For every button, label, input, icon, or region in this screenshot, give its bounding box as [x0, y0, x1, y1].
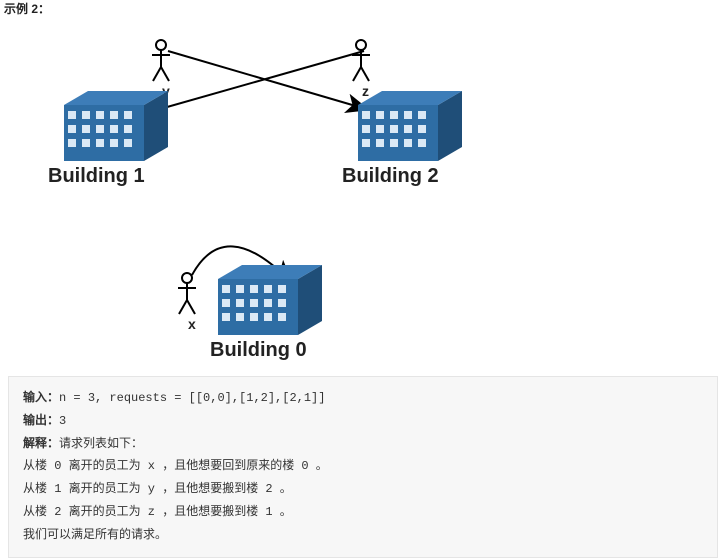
explain-line: 解释：请求列表如下： [23, 433, 703, 456]
building-1 [56, 83, 176, 169]
example-header: 示例 2： [0, 0, 726, 17]
explain-intro: 请求列表如下： [59, 437, 143, 451]
person-y [150, 39, 172, 83]
code-block: 输入：n = 3, requests = [[0,0],[1,2],[2,1]]… [8, 376, 718, 558]
person-x-label: x [188, 316, 196, 332]
explain-label: 解释： [23, 437, 59, 451]
diagram: y z x Building 1 Building 2 Building 0 [0, 17, 726, 372]
input-value: n = 3, requests = [[0,0],[1,2],[2,1]] [59, 391, 325, 405]
person-z [350, 39, 372, 83]
building-1-label: Building 1 [48, 165, 145, 188]
explain-detail: 从楼 2 离开的员工为 z ，且他想要搬到楼 1 。 [23, 501, 703, 524]
building-2 [350, 83, 470, 169]
explain-detail: 从楼 1 离开的员工为 y ，且他想要搬到楼 2 。 [23, 478, 703, 501]
output-label: 输出： [23, 414, 59, 428]
building-0 [210, 257, 330, 343]
building-2-label: Building 2 [342, 165, 439, 188]
person-x [176, 272, 198, 316]
input-line: 输入：n = 3, requests = [[0,0],[1,2],[2,1]] [23, 387, 703, 410]
input-label: 输入： [23, 391, 59, 405]
explain-detail: 从楼 0 离开的员工为 x ，且他想要回到原来的楼 0 。 [23, 455, 703, 478]
output-value: 3 [59, 414, 66, 428]
building-0-label: Building 0 [210, 339, 307, 362]
explain-detail: 我们可以满足所有的请求。 [23, 524, 703, 547]
output-line: 输出：3 [23, 410, 703, 433]
